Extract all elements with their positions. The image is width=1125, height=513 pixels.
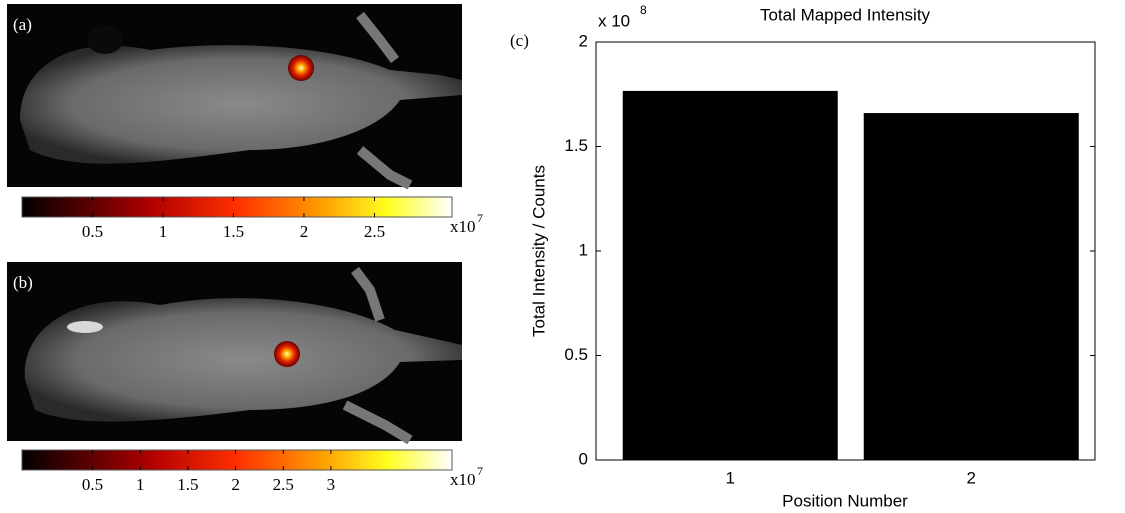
mouse-image-b [7, 262, 462, 445]
colorbar-exponent: 7 [477, 211, 483, 225]
colorbar-tick-label: 0.5 [82, 222, 103, 241]
mouse-image-a [7, 4, 462, 190]
y-tick-label: 0 [579, 449, 588, 468]
panel-label: (c) [510, 31, 529, 50]
panel-label: (b) [13, 273, 33, 292]
colorbar-tick-label: 2.5 [273, 475, 294, 494]
colorbar [21, 196, 453, 218]
colorbar-tick-label: 1 [159, 222, 168, 241]
y-tick-label: 2 [579, 31, 588, 50]
bar [863, 113, 1079, 460]
x-tick-label: 2 [967, 468, 976, 487]
colorbar [21, 449, 453, 471]
colorbar-tick-label: 1 [136, 475, 145, 494]
colorbar-tick-label: 2.5 [364, 222, 385, 241]
y-axis-label: Total Intensity / Counts [529, 165, 548, 337]
colorbar-exponent: 7 [477, 464, 483, 478]
bar [622, 90, 838, 460]
y-tick-label: 1.5 [564, 136, 588, 155]
panel-label: (a) [13, 15, 32, 34]
plot-frame [595, 41, 1096, 461]
y-tick-label: 1 [579, 240, 588, 259]
colorbar-multiplier: x10 [450, 217, 476, 236]
x-axis-label: Position Number [782, 491, 908, 510]
y-exponent: 8 [640, 3, 647, 17]
colorbar-tick-label: 2 [300, 222, 309, 241]
colorbar-tick-label: 1.5 [223, 222, 244, 241]
colorbar-tick-label: 0.5 [82, 475, 103, 494]
colorbar-tick-label: 2 [231, 475, 240, 494]
colorbar-tick-label: 1.5 [177, 475, 198, 494]
chart-title: Total Mapped Intensity [760, 5, 931, 24]
y-tick-label: 0.5 [564, 345, 588, 364]
x-tick-label: 1 [725, 468, 734, 487]
colorbar-multiplier: x10 [450, 470, 476, 489]
colorbar-tick-label: 3 [327, 475, 336, 494]
y-multiplier: x 10 [598, 11, 630, 30]
